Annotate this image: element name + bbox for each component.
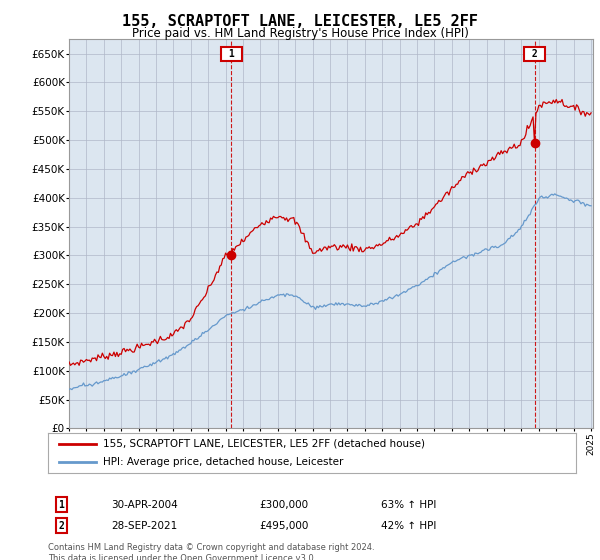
Text: 1: 1 bbox=[58, 500, 64, 510]
Text: £300,000: £300,000 bbox=[259, 500, 308, 510]
Text: 155, SCRAPTOFT LANE, LEICESTER, LE5 2FF: 155, SCRAPTOFT LANE, LEICESTER, LE5 2FF bbox=[122, 14, 478, 29]
Text: 1: 1 bbox=[223, 49, 240, 59]
Text: 2: 2 bbox=[58, 521, 64, 531]
Text: £495,000: £495,000 bbox=[259, 521, 308, 531]
Text: 155, SCRAPTOFT LANE, LEICESTER, LE5 2FF (detached house): 155, SCRAPTOFT LANE, LEICESTER, LE5 2FF … bbox=[103, 439, 425, 449]
Text: 30-APR-2004: 30-APR-2004 bbox=[112, 500, 178, 510]
Text: Price paid vs. HM Land Registry's House Price Index (HPI): Price paid vs. HM Land Registry's House … bbox=[131, 27, 469, 40]
Text: 28-SEP-2021: 28-SEP-2021 bbox=[112, 521, 178, 531]
Text: 2: 2 bbox=[526, 49, 544, 59]
Text: Contains HM Land Registry data © Crown copyright and database right 2024.
This d: Contains HM Land Registry data © Crown c… bbox=[48, 543, 374, 560]
Text: 63% ↑ HPI: 63% ↑ HPI bbox=[380, 500, 436, 510]
Text: 42% ↑ HPI: 42% ↑ HPI bbox=[380, 521, 436, 531]
Text: HPI: Average price, detached house, Leicester: HPI: Average price, detached house, Leic… bbox=[103, 458, 344, 467]
